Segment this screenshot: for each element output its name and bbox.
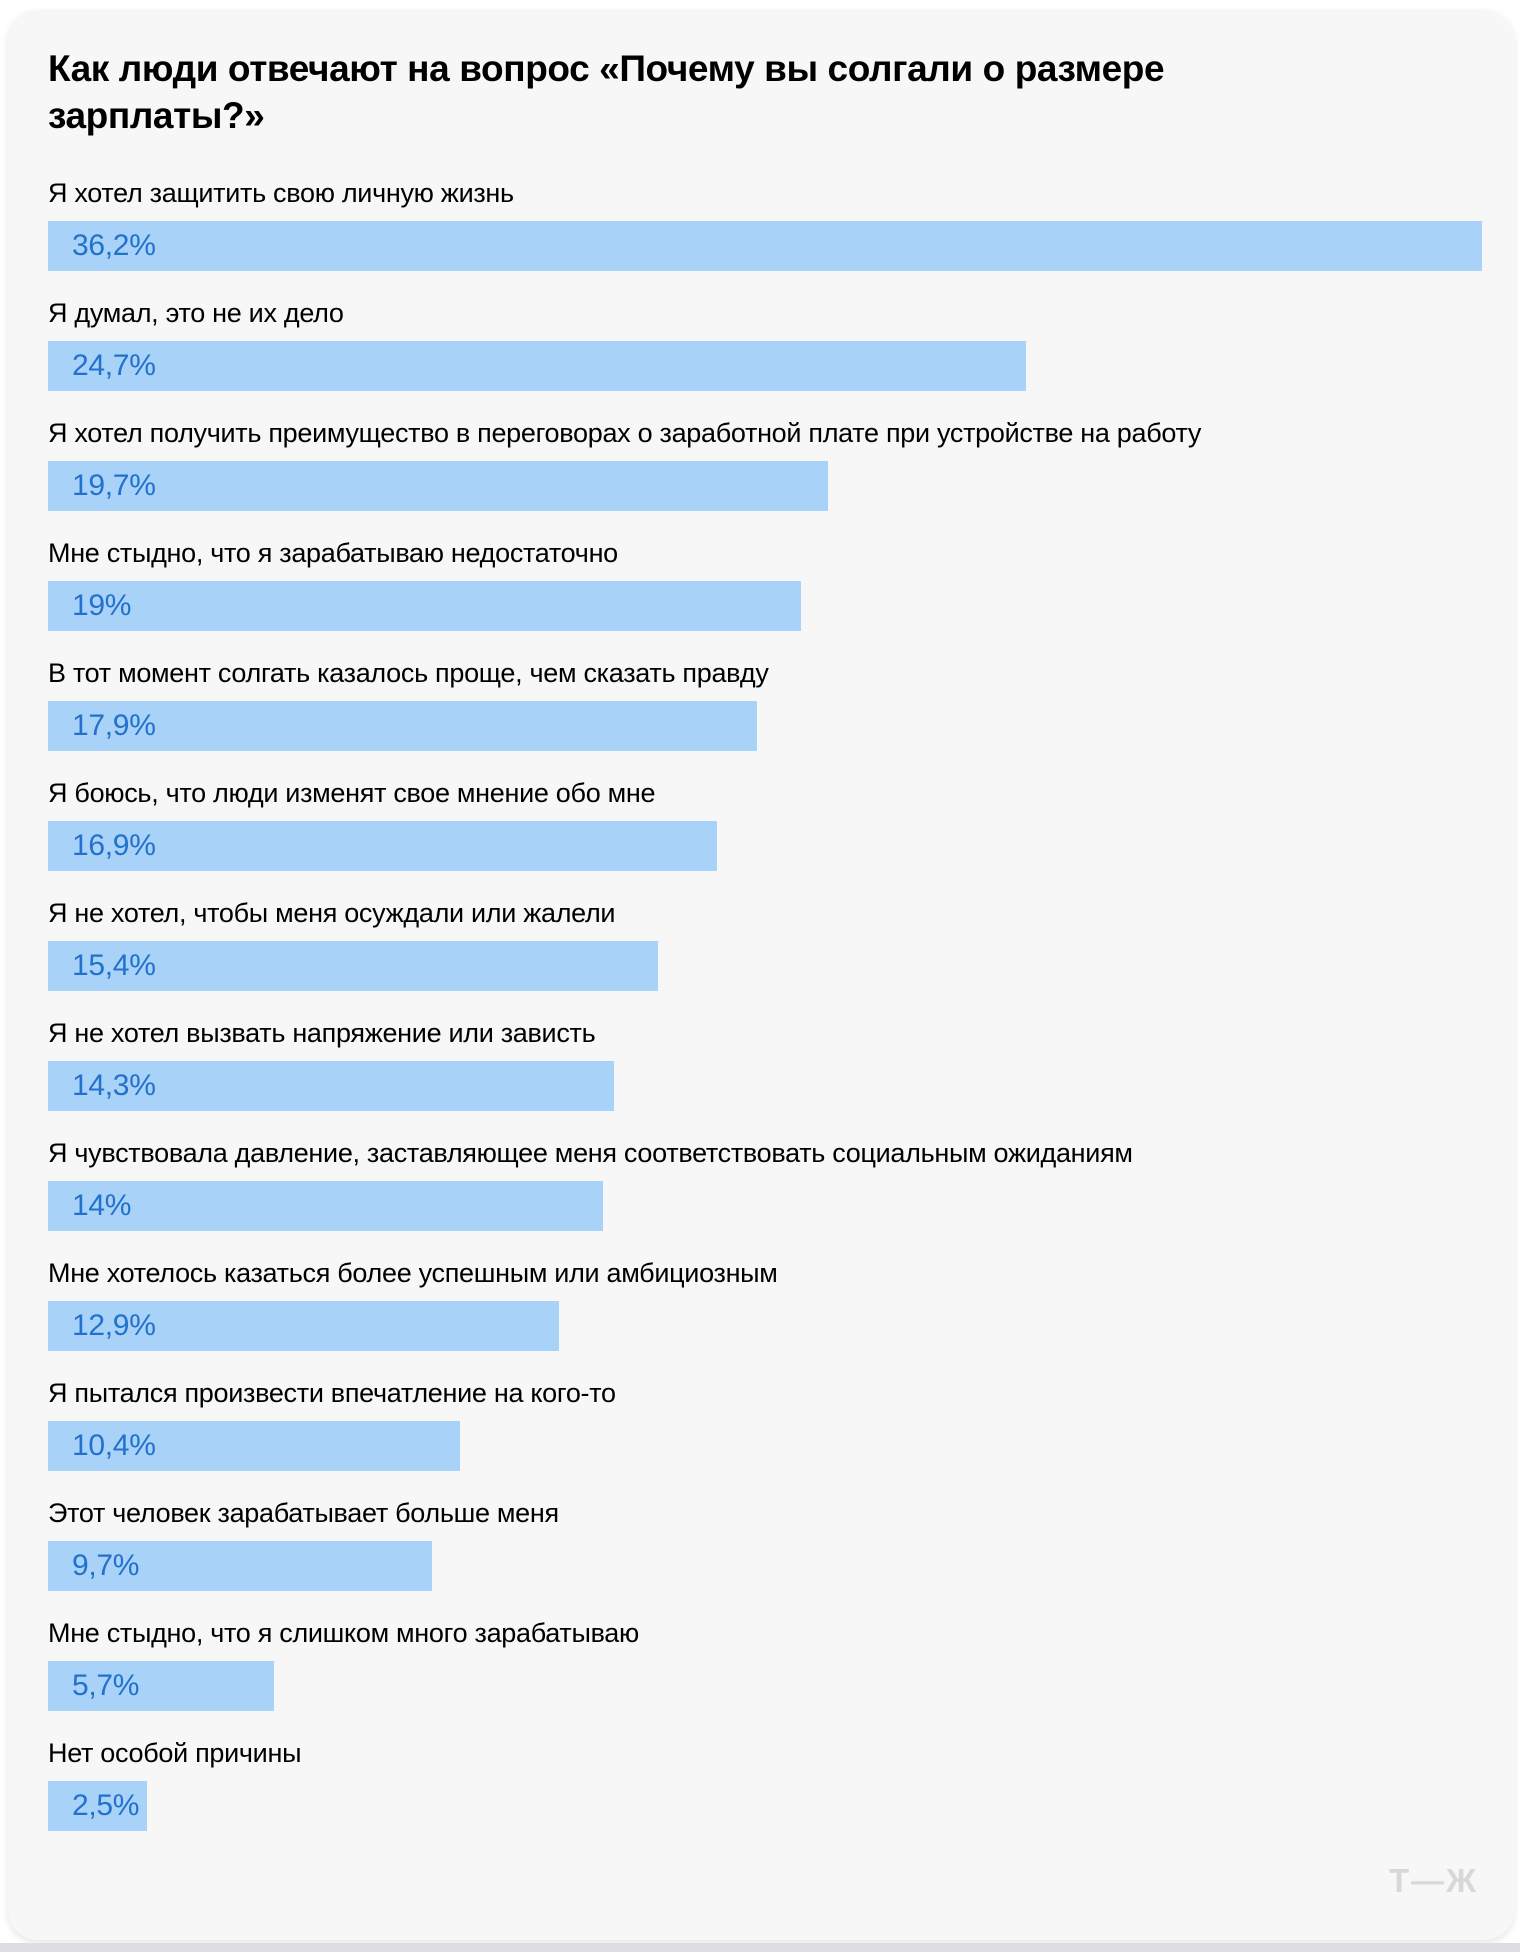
chart-row: Мне хотелось казаться более успешным или… (48, 1257, 1482, 1351)
chart-row: Мне стыдно, что я слишком много зарабаты… (48, 1617, 1482, 1711)
bar-value-label: 15,4% (72, 949, 156, 982)
bar-value-label: 2,5% (72, 1789, 140, 1822)
bar: 14,3% (48, 1061, 615, 1111)
bar-value-label: 24,7% (72, 349, 156, 382)
bottom-strip (0, 1943, 1520, 1952)
category-label: Я думал, это не их дело (48, 298, 344, 328)
bar-value-label: 19% (72, 589, 132, 622)
category-label: Я не хотел, чтобы меня осуждали или жале… (48, 898, 616, 928)
bar-value-label: 10,4% (72, 1429, 156, 1462)
tj-logo: Т—Ж (1389, 1862, 1478, 1899)
chart-row: Я не хотел, чтобы меня осуждали или жале… (48, 897, 1482, 991)
bar-value-label: 14,3% (72, 1069, 156, 1102)
category-label: Мне хотелось казаться более успешным или… (48, 1258, 778, 1288)
bar-value-label: 12,9% (72, 1309, 156, 1342)
bar-value-label: 17,9% (72, 709, 156, 742)
bar: 19% (48, 581, 801, 631)
bar-value-label: 16,9% (72, 829, 156, 862)
bar: 24,7% (48, 341, 1027, 391)
chart-row: Мне стыдно, что я зарабатываю недостаточ… (48, 537, 1482, 631)
bar: 15,4% (48, 941, 659, 991)
chart-row: Я хотел защитить свою личную жизнь 36,2% (48, 177, 1482, 271)
category-label: Этот человек зарабатывает больше меня (48, 1498, 559, 1528)
chart-row: В тот момент солгать казалось проще, чем… (48, 657, 1482, 751)
chart-row: Я не хотел вызвать напряжение или завист… (48, 1017, 1482, 1111)
bar-chart: Я хотел защитить свою личную жизнь 36,2%… (48, 177, 1482, 1831)
bar-value-label: 5,7% (72, 1669, 140, 1702)
category-label: В тот момент солгать казалось проще, чем… (48, 658, 769, 688)
category-label: Мне стыдно, что я слишком много зарабаты… (48, 1618, 639, 1648)
chart-row: Я хотел получить преимущество в перегово… (48, 417, 1482, 511)
category-label: Я хотел защитить свою личную жизнь (48, 178, 514, 208)
category-label: Я не хотел вызвать напряжение или завист… (48, 1018, 596, 1048)
bar-value-label: 36,2% (72, 229, 156, 262)
chart-card: Как люди отвечают на вопрос «Почему вы с… (8, 10, 1514, 1940)
category-label: Я боюсь, что люди изменят свое мнение об… (48, 778, 656, 808)
bar: 17,9% (48, 701, 758, 751)
category-label: Мне стыдно, что я зарабатываю недостаточ… (48, 538, 618, 568)
bar: 9,7% (48, 1541, 433, 1591)
chart-title: Как люди отвечают на вопрос «Почему вы с… (48, 48, 1165, 136)
bar: 19,7% (48, 461, 829, 511)
chart-row: Я думал, это не их дело 24,7% (48, 297, 1482, 391)
bar: 5,7% (48, 1661, 274, 1711)
bar-value-label: 9,7% (72, 1549, 140, 1582)
bar: 14% (48, 1181, 603, 1231)
category-label: Я хотел получить преимущество в перегово… (48, 418, 1202, 448)
bar-value-label: 19,7% (72, 469, 156, 502)
bar: 10,4% (48, 1421, 460, 1471)
chart-row: Этот человек зарабатывает больше меня 9,… (48, 1497, 1482, 1591)
chart-row: Я чувствовала давление, заставляющее мен… (48, 1137, 1482, 1231)
bar: 12,9% (48, 1301, 559, 1351)
chart-row: Я боюсь, что люди изменят свое мнение об… (48, 777, 1482, 871)
category-label: Нет особой причины (48, 1738, 302, 1768)
bar: 16,9% (48, 821, 718, 871)
chart-row: Я пытался произвести впечатление на кого… (48, 1377, 1482, 1471)
category-label: Я пытался произвести впечатление на кого… (48, 1378, 616, 1408)
bar-value-label: 14% (72, 1189, 132, 1222)
bar: 36,2% (48, 221, 1482, 271)
chart-row: Нет особой причины 2,5% (48, 1737, 1482, 1831)
bar: 2,5% (48, 1781, 148, 1831)
category-label: Я чувствовала давление, заставляющее мен… (48, 1138, 1133, 1168)
